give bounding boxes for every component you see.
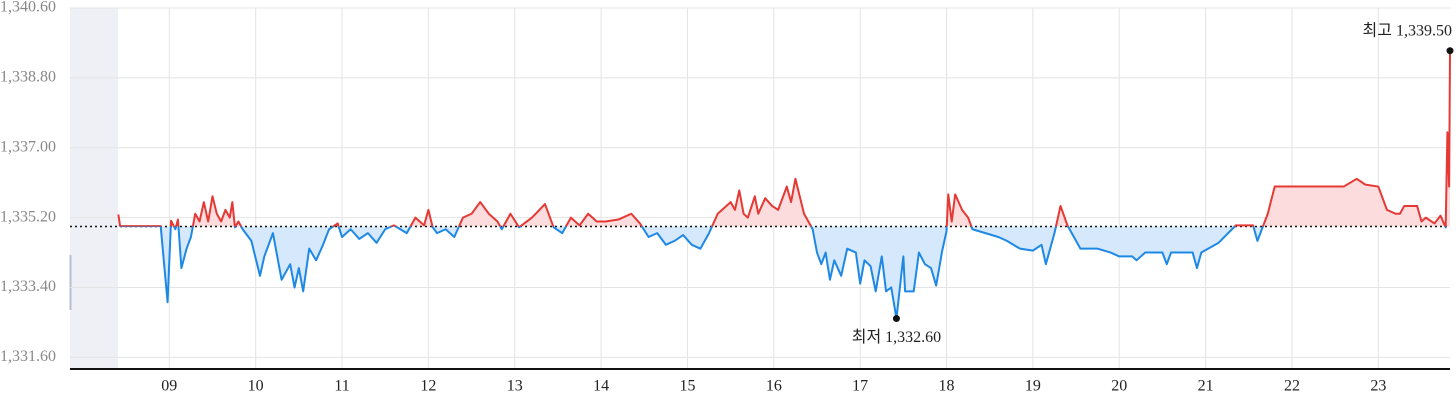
x-tick-label: 21 (1198, 378, 1214, 395)
y-tick-label: 1,333.40 (0, 278, 56, 295)
area (118, 50, 1451, 319)
y-tick-label: 1,338.80 (0, 69, 56, 86)
x-tick-label: 14 (593, 378, 609, 395)
x-tick-label: 11 (334, 378, 349, 395)
x-tick-label: 13 (507, 378, 523, 395)
x-tick-label: 20 (1111, 378, 1127, 395)
off-hours-band (70, 8, 118, 369)
annotation-label: 최고 1,339.50 (1363, 21, 1452, 39)
x-tick-label: 19 (1025, 378, 1041, 395)
price-line (117, 50, 1451, 320)
annotation-dot (1446, 47, 1454, 55)
x-tick-label: 23 (1370, 378, 1386, 395)
y-tick-label: 1,340.60 (0, 0, 56, 16)
annotation-dot (892, 315, 900, 323)
x-tick-label: 09 (161, 378, 177, 395)
x-tick-label: 22 (1284, 378, 1300, 395)
x-tick-label: 15 (679, 378, 695, 395)
x-tick-label: 10 (248, 378, 264, 395)
x-tick-label: 16 (766, 378, 782, 395)
y-tick-label: 1,331.60 (0, 348, 56, 365)
y-tick-label: 1,337.00 (0, 138, 56, 155)
x-tick-label: 12 (420, 378, 436, 395)
annotation-label: 최저 1,332.60 (852, 328, 941, 346)
x-tick-label: 18 (939, 378, 955, 395)
x-tick-label: 17 (852, 378, 868, 395)
y-tick-label: 1,335.20 (0, 208, 56, 225)
